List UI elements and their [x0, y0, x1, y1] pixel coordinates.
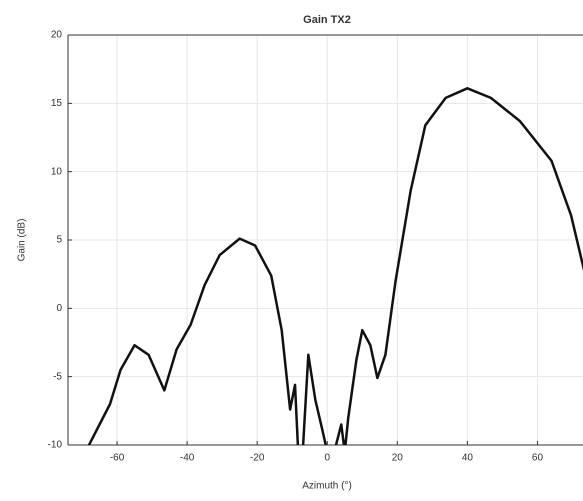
- y-tick-label: 10: [51, 166, 63, 177]
- x-tick-label: 20: [392, 453, 404, 464]
- y-tick-label: 20: [51, 30, 63, 41]
- y-tick-label: -5: [53, 371, 62, 382]
- chart-title: Gain TX2: [303, 14, 351, 26]
- series-line: [87, 87, 583, 445]
- x-tick-label: 0: [324, 453, 330, 464]
- y-tick-label: 5: [56, 235, 62, 246]
- x-tick-label: 40: [462, 453, 474, 464]
- y-tick-label: 0: [56, 303, 62, 314]
- y-tick-label: 15: [51, 98, 63, 109]
- x-tick-label: -60: [110, 453, 125, 464]
- x-tick-label: -20: [250, 453, 265, 464]
- x-tick-label: 60: [532, 453, 544, 464]
- x-tick-label: -40: [180, 453, 195, 464]
- y-tick-label: -10: [48, 440, 63, 451]
- x-axis-label: Azimuth (°): [302, 481, 352, 492]
- y-axis-label: Gain (dB): [17, 219, 28, 262]
